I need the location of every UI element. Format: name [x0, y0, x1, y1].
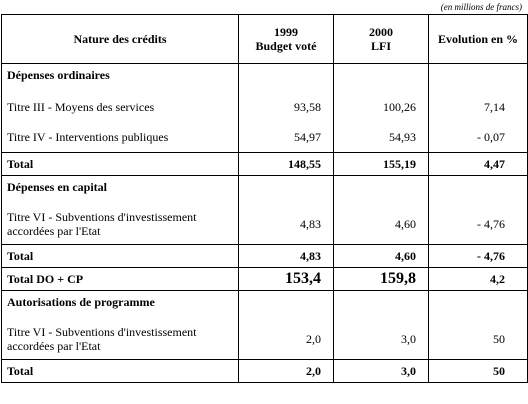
total-2000: 3,0: [333, 359, 429, 383]
value-1999: 54,97: [238, 122, 334, 153]
table-row: Titre VI - Subventions d'investissement a…: [1, 204, 528, 245]
table-row: Titre III - Moyens des services 93,58 10…: [1, 92, 528, 122]
value-2000: 100,26: [333, 92, 429, 122]
table-row: Titre VI - Subventions d'investissement a…: [1, 319, 528, 360]
table-header-row: Nature des crédits 1999 Budget voté 2000 L…: [1, 14, 528, 64]
header-1999: 1999 Budget voté: [238, 14, 334, 64]
value-evolution: - 4,76: [428, 204, 528, 245]
total-2000: 155,19: [333, 152, 429, 176]
total-label: Total: [1, 152, 239, 176]
header-evolution: Evolution en %: [428, 14, 528, 64]
row-label: Titre VI - Subventions d'investissement a…: [1, 319, 239, 360]
value-evolution: 50: [428, 319, 528, 360]
row-label: Titre IV - Interventions publiques: [1, 122, 239, 153]
header-2000: 2000 LFI: [333, 14, 429, 64]
total-row: Total 4,83 4,60 - 4,76: [1, 244, 528, 268]
header-nature: Nature des crédits: [1, 14, 239, 64]
grand-total-1999: 153,4: [238, 267, 334, 291]
total-evolution: 50: [428, 359, 528, 383]
value-evolution: 7,14: [428, 92, 528, 122]
value-evolution: - 0,07: [428, 122, 528, 153]
value-1999: 2,0: [238, 319, 334, 360]
value-2000: 3,0: [333, 319, 429, 360]
total-evolution: - 4,76: [428, 244, 528, 268]
total-1999: 4,83: [238, 244, 334, 268]
total-row: Total 2,0 3,0 50: [1, 359, 528, 383]
value-1999: 4,83: [238, 204, 334, 245]
total-2000: 4,60: [333, 244, 429, 268]
total-label: Total: [1, 359, 239, 383]
grand-total-evolution: 4,2: [428, 267, 528, 291]
total-evolution: 4,47: [428, 152, 528, 176]
section-capital: Dépenses en capital: [1, 175, 528, 204]
section-ordinaires: Dépenses ordinaires: [1, 63, 528, 92]
table-row: Titre IV - Interventions publiques 54,97…: [1, 122, 528, 153]
total-1999: 148,55: [238, 152, 334, 176]
total-1999: 2,0: [238, 359, 334, 383]
value-1999: 93,58: [238, 92, 334, 122]
section-title: Dépenses en capital: [1, 175, 239, 204]
section-title: Dépenses ordinaires: [1, 63, 239, 92]
grand-total-2000: 159,8: [333, 267, 429, 291]
section-title: Autorisations de programme: [1, 290, 239, 319]
section-programme: Autorisations de programme: [1, 290, 528, 319]
unit-note: (en millions de francs): [440, 2, 522, 12]
row-label: Titre III - Moyens des services: [1, 92, 239, 122]
grand-total-label: Total DO + CP: [1, 267, 239, 291]
value-2000: 4,60: [333, 204, 429, 245]
row-label: Titre VI - Subventions d'investissement a…: [1, 204, 239, 245]
total-row: Total 148,55 155,19 4,47: [1, 152, 528, 176]
grand-total-row: Total DO + CP 153,4 159,8 4,2: [1, 267, 528, 291]
value-2000: 54,93: [333, 122, 429, 153]
budget-table: Nature des crédits 1999 Budget voté 2000 L…: [1, 14, 528, 383]
total-label: Total: [1, 244, 239, 268]
